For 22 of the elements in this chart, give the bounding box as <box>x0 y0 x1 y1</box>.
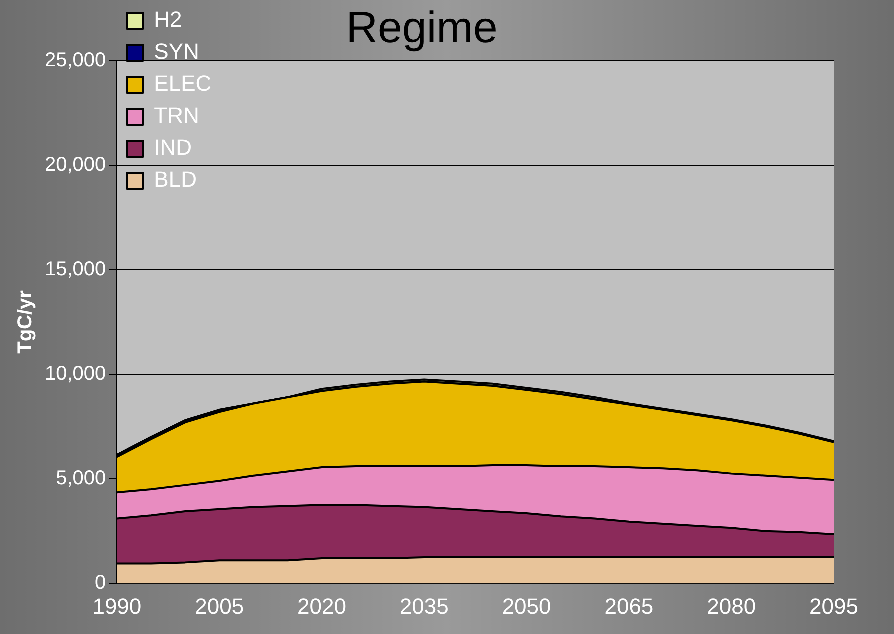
x-tick-label: 1990 <box>92 594 142 619</box>
legend-label: H2 <box>154 7 182 32</box>
x-tick-label: 2050 <box>502 594 552 619</box>
legend-label: IND <box>154 135 192 160</box>
x-tick-label: 2080 <box>707 594 756 619</box>
legend-label: SYN <box>154 39 200 64</box>
x-tick-label: 2020 <box>298 594 346 619</box>
y-tick-label: 15,000 <box>45 258 106 280</box>
x-tick-label: 2005 <box>195 594 244 619</box>
y-tick-label: 10,000 <box>45 362 106 385</box>
x-tick-label: 2065 <box>604 594 654 619</box>
y-tick-label: 0 <box>95 572 106 594</box>
y-tick-label: 20,000 <box>45 154 106 176</box>
legend-label: TRN <box>154 103 200 128</box>
legend-label: ELEC <box>154 71 212 96</box>
y-tick-label: 25,000 <box>45 49 106 72</box>
x-tick-label: 2095 <box>810 594 858 619</box>
y-axis-title: TgC/yr <box>14 290 37 354</box>
legend-label: BLD <box>154 167 197 192</box>
y-tick-label: 5,000 <box>56 468 106 490</box>
x-tick-label: 2035 <box>400 594 449 619</box>
chart-title: Regime <box>346 4 498 53</box>
